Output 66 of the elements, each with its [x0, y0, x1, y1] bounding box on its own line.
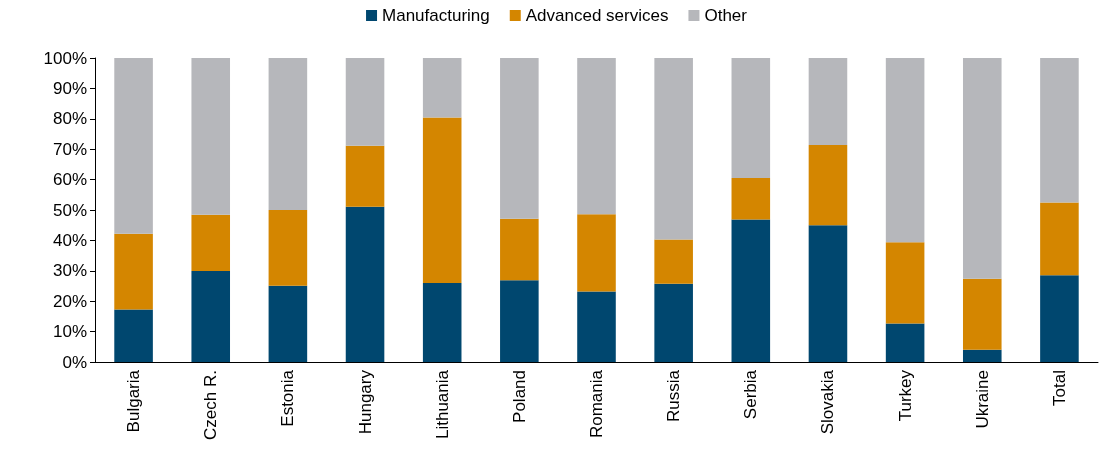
bar	[268, 58, 308, 210]
bar	[268, 285, 308, 362]
bar	[731, 178, 771, 220]
bar	[500, 280, 539, 362]
y-tick-label: 10%	[52, 322, 87, 342]
bar	[1040, 275, 1079, 362]
bar	[962, 58, 1002, 279]
bar	[885, 323, 925, 362]
x-tick-label: Total	[1049, 370, 1069, 406]
legend-label: Manufacturing	[382, 6, 490, 25]
x-tick-label: Romania	[587, 369, 606, 439]
y-tick-label: 100%	[43, 48, 87, 68]
y-tick-label: 60%	[52, 170, 87, 190]
x-tick-label: Estonia	[278, 369, 298, 427]
bar	[345, 58, 385, 146]
bar	[114, 58, 153, 234]
x-tick-label: Slovakia	[818, 369, 838, 435]
bar	[577, 291, 616, 362]
bar	[731, 58, 771, 179]
y-tick-label: 50%	[52, 200, 87, 220]
y-tick-label: 30%	[52, 261, 87, 281]
y-tick-label: 90%	[52, 78, 87, 98]
bar	[191, 214, 231, 272]
x-tick-label: Serbia	[741, 369, 761, 420]
bar	[962, 278, 1002, 350]
x-tick-label: Lithuania	[432, 369, 452, 440]
bar	[345, 206, 385, 362]
bar	[422, 117, 462, 283]
y-tick-label: 80%	[52, 109, 87, 129]
x-tick-label: Bulgaria	[124, 369, 144, 433]
bar	[654, 239, 693, 284]
x-tick-label: Turkey	[895, 369, 915, 422]
bar	[808, 58, 848, 145]
bar	[345, 145, 385, 207]
legend-label: Other	[704, 6, 748, 25]
bar	[1040, 58, 1079, 203]
bar	[885, 242, 925, 324]
bar	[422, 58, 462, 118]
x-tick-label: Czech R.	[201, 370, 221, 440]
y-tick-label: 20%	[52, 291, 87, 311]
bar	[808, 225, 848, 362]
bar	[654, 58, 693, 240]
bar	[962, 349, 1002, 362]
y-tick-label: 40%	[52, 230, 87, 250]
bar	[500, 58, 539, 219]
bar	[191, 271, 231, 362]
x-tick-label: Hungary	[355, 369, 375, 435]
bar	[500, 218, 539, 281]
bar	[268, 210, 308, 286]
bar	[885, 58, 925, 243]
x-tick-label: Poland	[509, 370, 529, 423]
bar	[114, 309, 153, 362]
bar	[422, 282, 462, 362]
y-tick-label: 0%	[62, 352, 87, 372]
bar	[114, 233, 153, 310]
x-tick-label: Ukraine	[972, 370, 992, 429]
bar	[191, 58, 231, 215]
legend-label: Advanced services	[525, 6, 669, 25]
bar	[654, 283, 693, 362]
bar	[731, 219, 771, 362]
bar	[808, 144, 848, 226]
x-tick-label: Russia	[664, 369, 684, 422]
bar	[1040, 202, 1079, 276]
y-tick-label: 70%	[52, 139, 87, 159]
bar	[577, 58, 616, 215]
bar	[577, 214, 616, 292]
